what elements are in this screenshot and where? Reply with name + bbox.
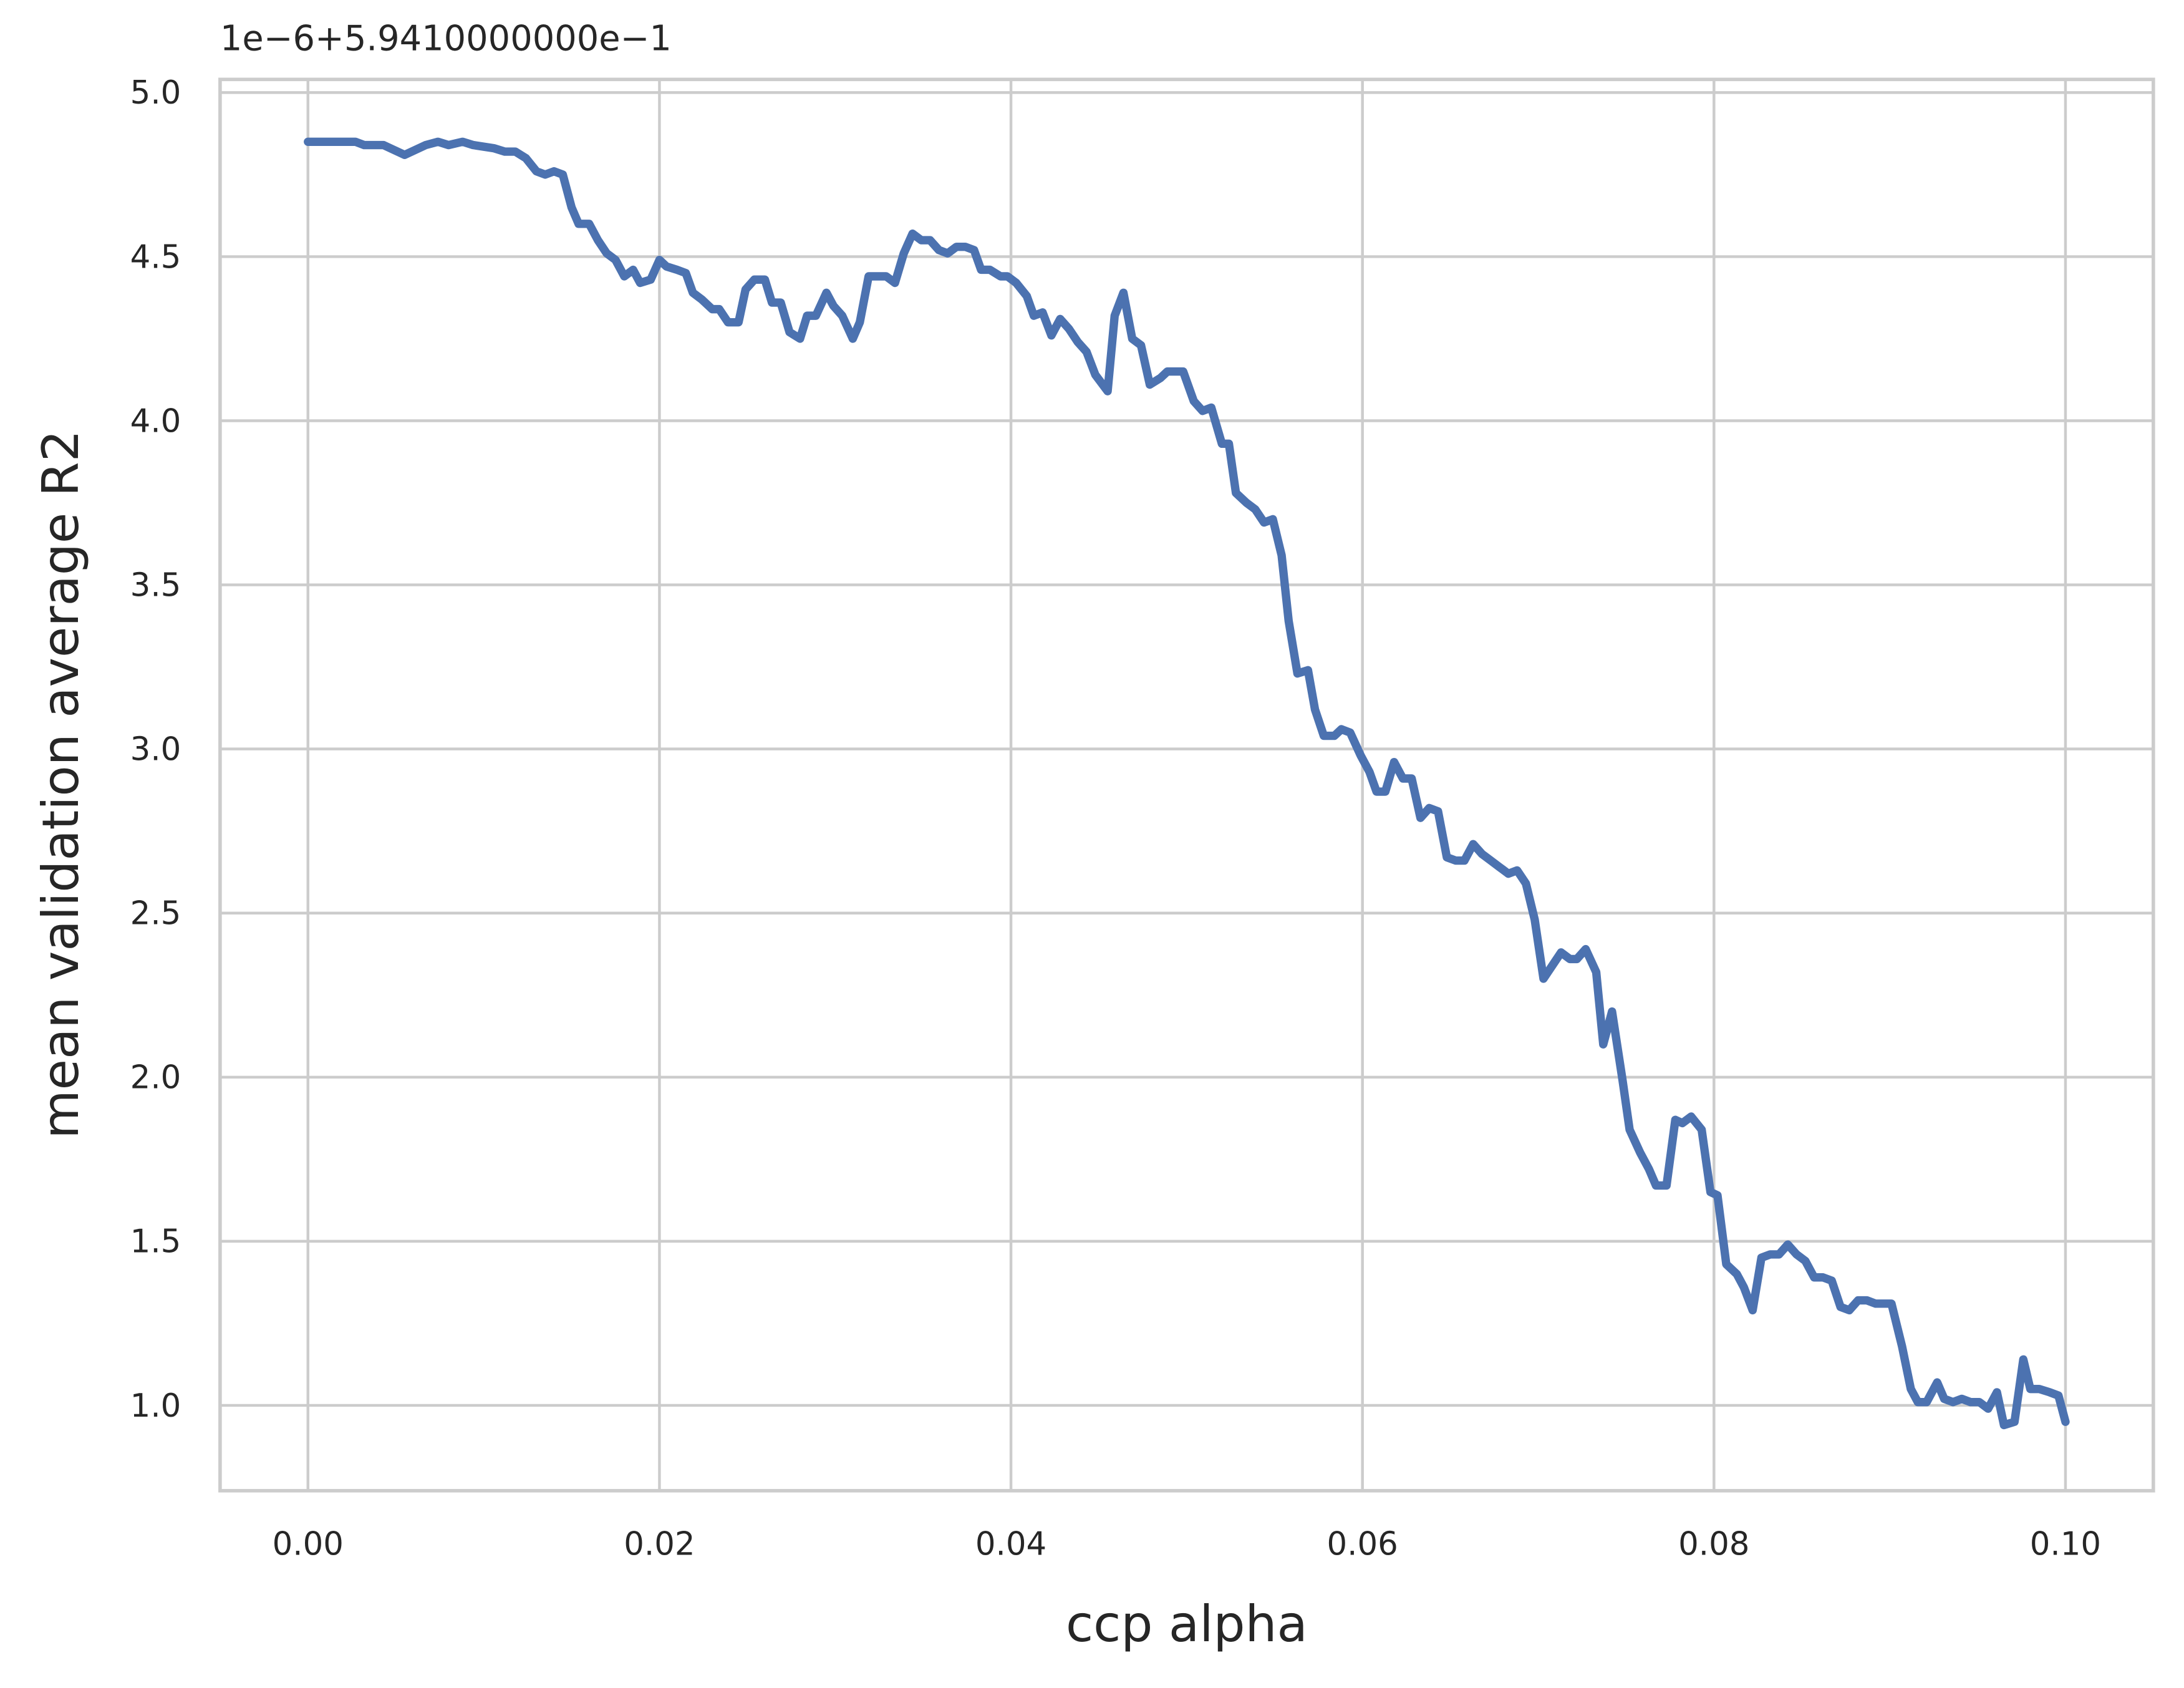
plot-area bbox=[304, 137, 2070, 1430]
y-tick-label: 1.5 bbox=[130, 1223, 181, 1261]
y-tick-label: 2.0 bbox=[130, 1059, 181, 1097]
grid bbox=[220, 79, 2153, 1491]
y-tick-label: 5.0 bbox=[130, 74, 181, 112]
y-tick-label: 4.5 bbox=[130, 238, 181, 276]
x-tick-label: 0.06 bbox=[1327, 1525, 1398, 1563]
x-tick-label: 0.00 bbox=[273, 1525, 344, 1563]
x-tick-label: 0.10 bbox=[2030, 1525, 2101, 1563]
x-tick-label: 0.02 bbox=[624, 1525, 695, 1563]
axes-frame bbox=[218, 77, 2155, 1493]
y-axis-label: mean validation average R2 bbox=[31, 430, 90, 1139]
labels: 1e−6+5.9410000000e−1 ccp alpha mean vali… bbox=[31, 18, 1308, 1653]
y-tick-label: 4.0 bbox=[130, 402, 181, 440]
x-tick-label: 0.08 bbox=[1678, 1525, 1749, 1563]
x-axis-label: ccp alpha bbox=[1066, 1594, 1308, 1653]
data-line bbox=[304, 137, 2070, 1430]
y-tick-label: 2.5 bbox=[130, 895, 181, 933]
offset-text: 1e−6+5.9410000000e−1 bbox=[220, 18, 672, 59]
y-tick-label: 3.5 bbox=[130, 566, 181, 604]
y-tick-label: 1.0 bbox=[130, 1387, 181, 1425]
x-tick-label: 0.04 bbox=[975, 1525, 1046, 1563]
y-tick-label: 3.0 bbox=[130, 731, 181, 769]
